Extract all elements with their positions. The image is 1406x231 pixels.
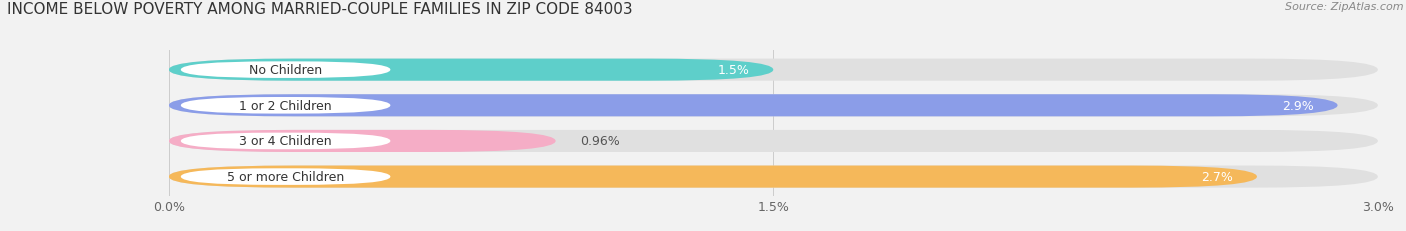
FancyBboxPatch shape bbox=[169, 166, 1257, 188]
Text: No Children: No Children bbox=[249, 64, 322, 77]
FancyBboxPatch shape bbox=[181, 62, 391, 79]
FancyBboxPatch shape bbox=[169, 95, 1337, 117]
FancyBboxPatch shape bbox=[181, 133, 391, 150]
FancyBboxPatch shape bbox=[181, 169, 391, 185]
Text: 0.96%: 0.96% bbox=[579, 135, 620, 148]
Text: 3 or 4 Children: 3 or 4 Children bbox=[239, 135, 332, 148]
Text: INCOME BELOW POVERTY AMONG MARRIED-COUPLE FAMILIES IN ZIP CODE 84003: INCOME BELOW POVERTY AMONG MARRIED-COUPL… bbox=[7, 2, 633, 17]
FancyBboxPatch shape bbox=[181, 97, 391, 114]
Text: 5 or more Children: 5 or more Children bbox=[226, 170, 344, 183]
FancyBboxPatch shape bbox=[169, 166, 1378, 188]
Text: Source: ZipAtlas.com: Source: ZipAtlas.com bbox=[1285, 2, 1403, 12]
FancyBboxPatch shape bbox=[169, 59, 1378, 81]
FancyBboxPatch shape bbox=[169, 95, 1378, 117]
Text: 1 or 2 Children: 1 or 2 Children bbox=[239, 99, 332, 112]
FancyBboxPatch shape bbox=[169, 59, 773, 81]
Text: 2.9%: 2.9% bbox=[1282, 99, 1313, 112]
Text: 2.7%: 2.7% bbox=[1201, 170, 1233, 183]
Text: 1.5%: 1.5% bbox=[717, 64, 749, 77]
FancyBboxPatch shape bbox=[169, 130, 1378, 152]
FancyBboxPatch shape bbox=[169, 130, 555, 152]
